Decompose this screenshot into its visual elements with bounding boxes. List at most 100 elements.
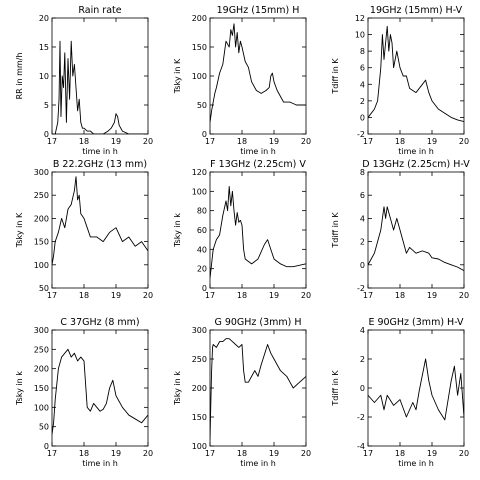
y-tick-label: 0 bbox=[202, 284, 207, 293]
panel-1: Rain rate 17 18 19 20 0 5 10 15 20 RR in mm/h time … bbox=[15, 5, 153, 156]
y-tick-label: 6 bbox=[360, 64, 365, 73]
x-tick-label: 19 bbox=[269, 137, 279, 146]
plot-frame bbox=[51, 329, 149, 447]
series-line bbox=[52, 40, 148, 134]
y-tick-label: 0 bbox=[360, 384, 365, 393]
x-axis-label: time in h bbox=[240, 459, 276, 468]
y-tick-label: 200 bbox=[192, 14, 207, 23]
y-tick-label: 100 bbox=[192, 72, 207, 81]
plot-frame bbox=[209, 171, 307, 289]
series-line bbox=[52, 348, 148, 435]
chart-title: F 13GHz (2.25cm) V bbox=[210, 159, 306, 170]
y-tick-label: 0 bbox=[44, 130, 49, 139]
y-tick-label: 10 bbox=[39, 72, 49, 81]
x-axis-label: time in h bbox=[82, 147, 118, 156]
y-tick-label: 150 bbox=[34, 384, 49, 393]
y-tick-label: 200 bbox=[34, 365, 49, 374]
x-tick-label: 19 bbox=[427, 291, 437, 300]
y-axis-label: Tsky in k bbox=[15, 371, 24, 406]
x-tick-label: 20 bbox=[459, 291, 469, 300]
y-axis-label: Tsky in k bbox=[173, 371, 182, 406]
panel-5: F 13GHz (2.25cm) V 17 18 19 20 0 20 40 60 80 100 12… bbox=[173, 159, 311, 300]
y-tick-label: 0 bbox=[202, 130, 207, 139]
x-tick-label: 18 bbox=[237, 291, 247, 300]
x-tick-label: 17 bbox=[47, 291, 57, 300]
y-tick-label: -2 bbox=[357, 284, 365, 293]
x-tick-label: 18 bbox=[79, 449, 89, 458]
x-tick-label: 19 bbox=[427, 449, 437, 458]
y-tick-label: 100 bbox=[192, 442, 207, 451]
chart-title: C 37GHz (8 mm) bbox=[60, 317, 139, 328]
y-axis-label: Tsky in K bbox=[173, 58, 182, 94]
y-tick-label: 2 bbox=[360, 238, 365, 247]
x-tick-label: 17 bbox=[205, 291, 215, 300]
x-tick-label: 20 bbox=[143, 449, 153, 458]
x-axis-label: time in h bbox=[82, 459, 118, 468]
chart-title: G 90GHz (3mm) H bbox=[214, 317, 301, 328]
x-tick-label: 20 bbox=[459, 137, 469, 146]
panel-8: G 90GHz (3mm) H 17 18 19 20 100 150 200 250 300 Ts… bbox=[173, 317, 311, 468]
y-axis-label: RR in mm/h bbox=[15, 53, 24, 100]
series-line bbox=[368, 206, 464, 271]
y-tick-label: 60 bbox=[197, 226, 207, 235]
x-tick-label: 18 bbox=[237, 137, 247, 146]
y-tick-label: 4 bbox=[360, 80, 365, 89]
y-tick-label: 150 bbox=[192, 43, 207, 52]
series-line bbox=[52, 176, 148, 265]
y-tick-label: 300 bbox=[34, 326, 49, 335]
plot-frame bbox=[367, 17, 465, 135]
panel-9: E 90GHz (3mm) H-V 17 18 19 20 -4 -2 0 2 4 Tdiff in… bbox=[331, 317, 469, 468]
y-tick-label: 8 bbox=[360, 168, 365, 177]
x-tick-label: 18 bbox=[79, 291, 89, 300]
x-tick-label: 20 bbox=[143, 291, 153, 300]
panel-4: B 22.2GHz (13 mm) 17 18 19 20 50 100 150 200 250 3… bbox=[15, 159, 153, 300]
x-tick-label: 20 bbox=[301, 137, 311, 146]
chart-title: Rain rate bbox=[78, 5, 121, 16]
x-tick-label: 19 bbox=[269, 449, 279, 458]
x-tick-label: 18 bbox=[395, 137, 405, 146]
y-tick-label: 150 bbox=[192, 413, 207, 422]
x-tick-label: 19 bbox=[111, 137, 121, 146]
x-tick-label: 20 bbox=[143, 137, 153, 146]
y-tick-label: 20 bbox=[197, 265, 207, 274]
panel-6: D 13GHz (2.25cm) H-V 17 18 19 20 -2 0 2 4 6 8 Tdiff… bbox=[331, 159, 470, 300]
y-tick-label: 2 bbox=[360, 97, 365, 106]
y-tick-label: 50 bbox=[39, 284, 49, 293]
x-axis-label: time in h bbox=[398, 459, 434, 468]
y-tick-label: 6 bbox=[360, 191, 365, 200]
y-tick-label: 250 bbox=[34, 191, 49, 200]
y-tick-label: 150 bbox=[34, 238, 49, 247]
x-tick-label: 20 bbox=[301, 449, 311, 458]
y-tick-label: 200 bbox=[192, 384, 207, 393]
y-tick-label: 12 bbox=[355, 14, 365, 23]
y-tick-label: 80 bbox=[197, 207, 207, 216]
plot-frame bbox=[51, 171, 149, 289]
y-tick-label: 300 bbox=[34, 168, 49, 177]
x-axis-label: time in h bbox=[398, 147, 434, 156]
y-tick-label: 120 bbox=[192, 168, 207, 177]
x-tick-label: 17 bbox=[205, 449, 215, 458]
x-tick-label: 18 bbox=[237, 449, 247, 458]
series-line bbox=[210, 23, 306, 123]
x-tick-label: 17 bbox=[47, 137, 57, 146]
x-tick-label: 19 bbox=[269, 291, 279, 300]
y-tick-label: -2 bbox=[357, 130, 365, 139]
y-tick-label: 100 bbox=[192, 187, 207, 196]
x-tick-label: 19 bbox=[427, 137, 437, 146]
y-tick-label: 10 bbox=[355, 31, 365, 40]
y-tick-label: 8 bbox=[360, 47, 365, 56]
y-tick-label: 250 bbox=[192, 355, 207, 364]
chart-title: E 90GHz (3mm) H-V bbox=[368, 317, 464, 328]
x-tick-label: 17 bbox=[363, 137, 373, 146]
series-line bbox=[368, 25, 464, 123]
y-tick-label: 20 bbox=[39, 14, 49, 23]
y-tick-label: -4 bbox=[357, 442, 365, 451]
plot-frame bbox=[209, 17, 307, 135]
panel-3: 19GHz (15mm) H-V 17 18 19 20 -2 0 2 4 6 8 10 12 Tdiff… bbox=[331, 5, 469, 156]
series-line bbox=[368, 358, 464, 421]
x-tick-label: 18 bbox=[395, 449, 405, 458]
y-tick-label: 50 bbox=[197, 101, 207, 110]
y-axis-label: Tdiff in K bbox=[331, 212, 340, 249]
